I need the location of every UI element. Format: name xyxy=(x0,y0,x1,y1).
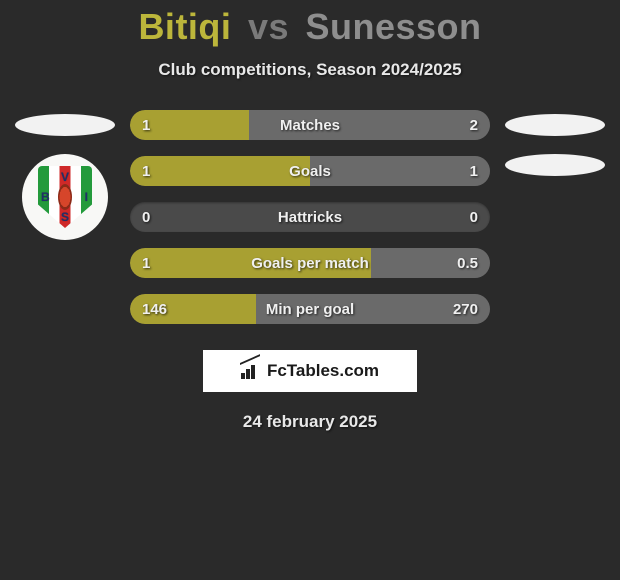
stat-label: Hattricks xyxy=(130,202,490,232)
title-player2: Sunesson xyxy=(306,6,482,47)
stat-rows: 12Matches 11Goals 00Hattricks 10.5Goals per… xyxy=(130,110,490,340)
stat-row: 146270Min per goal xyxy=(130,294,490,324)
brand-text: FcTables.com xyxy=(267,361,379,381)
shield-icon: V B I S xyxy=(38,166,92,228)
player1-column: V B I S xyxy=(10,110,120,240)
stat-row: 10.5Goals per match xyxy=(130,248,490,278)
title-vs: vs xyxy=(248,6,289,47)
player2-club-badge xyxy=(505,154,605,176)
brand-box[interactable]: FcTables.com xyxy=(203,350,417,392)
stat-label: Matches xyxy=(130,110,490,140)
stat-label: Min per goal xyxy=(130,294,490,324)
stat-row: 12Matches xyxy=(130,110,490,140)
title-player1: Bitiqi xyxy=(138,6,231,47)
date: 24 february 2025 xyxy=(0,412,620,432)
player2-column xyxy=(500,110,610,194)
stat-label: Goals per match xyxy=(130,248,490,278)
page-title: Bitiqi vs Sunesson xyxy=(0,6,620,48)
bars-chart-icon xyxy=(241,363,261,379)
stat-label: Goals xyxy=(130,156,490,186)
player2-avatar xyxy=(505,114,605,136)
stat-row: 11Goals xyxy=(130,156,490,186)
stat-row: 00Hattricks xyxy=(130,202,490,232)
player1-club-badge: V B I S xyxy=(22,154,108,240)
player1-avatar xyxy=(15,114,115,136)
header: Bitiqi vs Sunesson Club competitions, Se… xyxy=(0,0,620,80)
subtitle: Club competitions, Season 2024/2025 xyxy=(0,60,620,80)
footer: FcTables.com 24 february 2025 xyxy=(0,350,620,432)
